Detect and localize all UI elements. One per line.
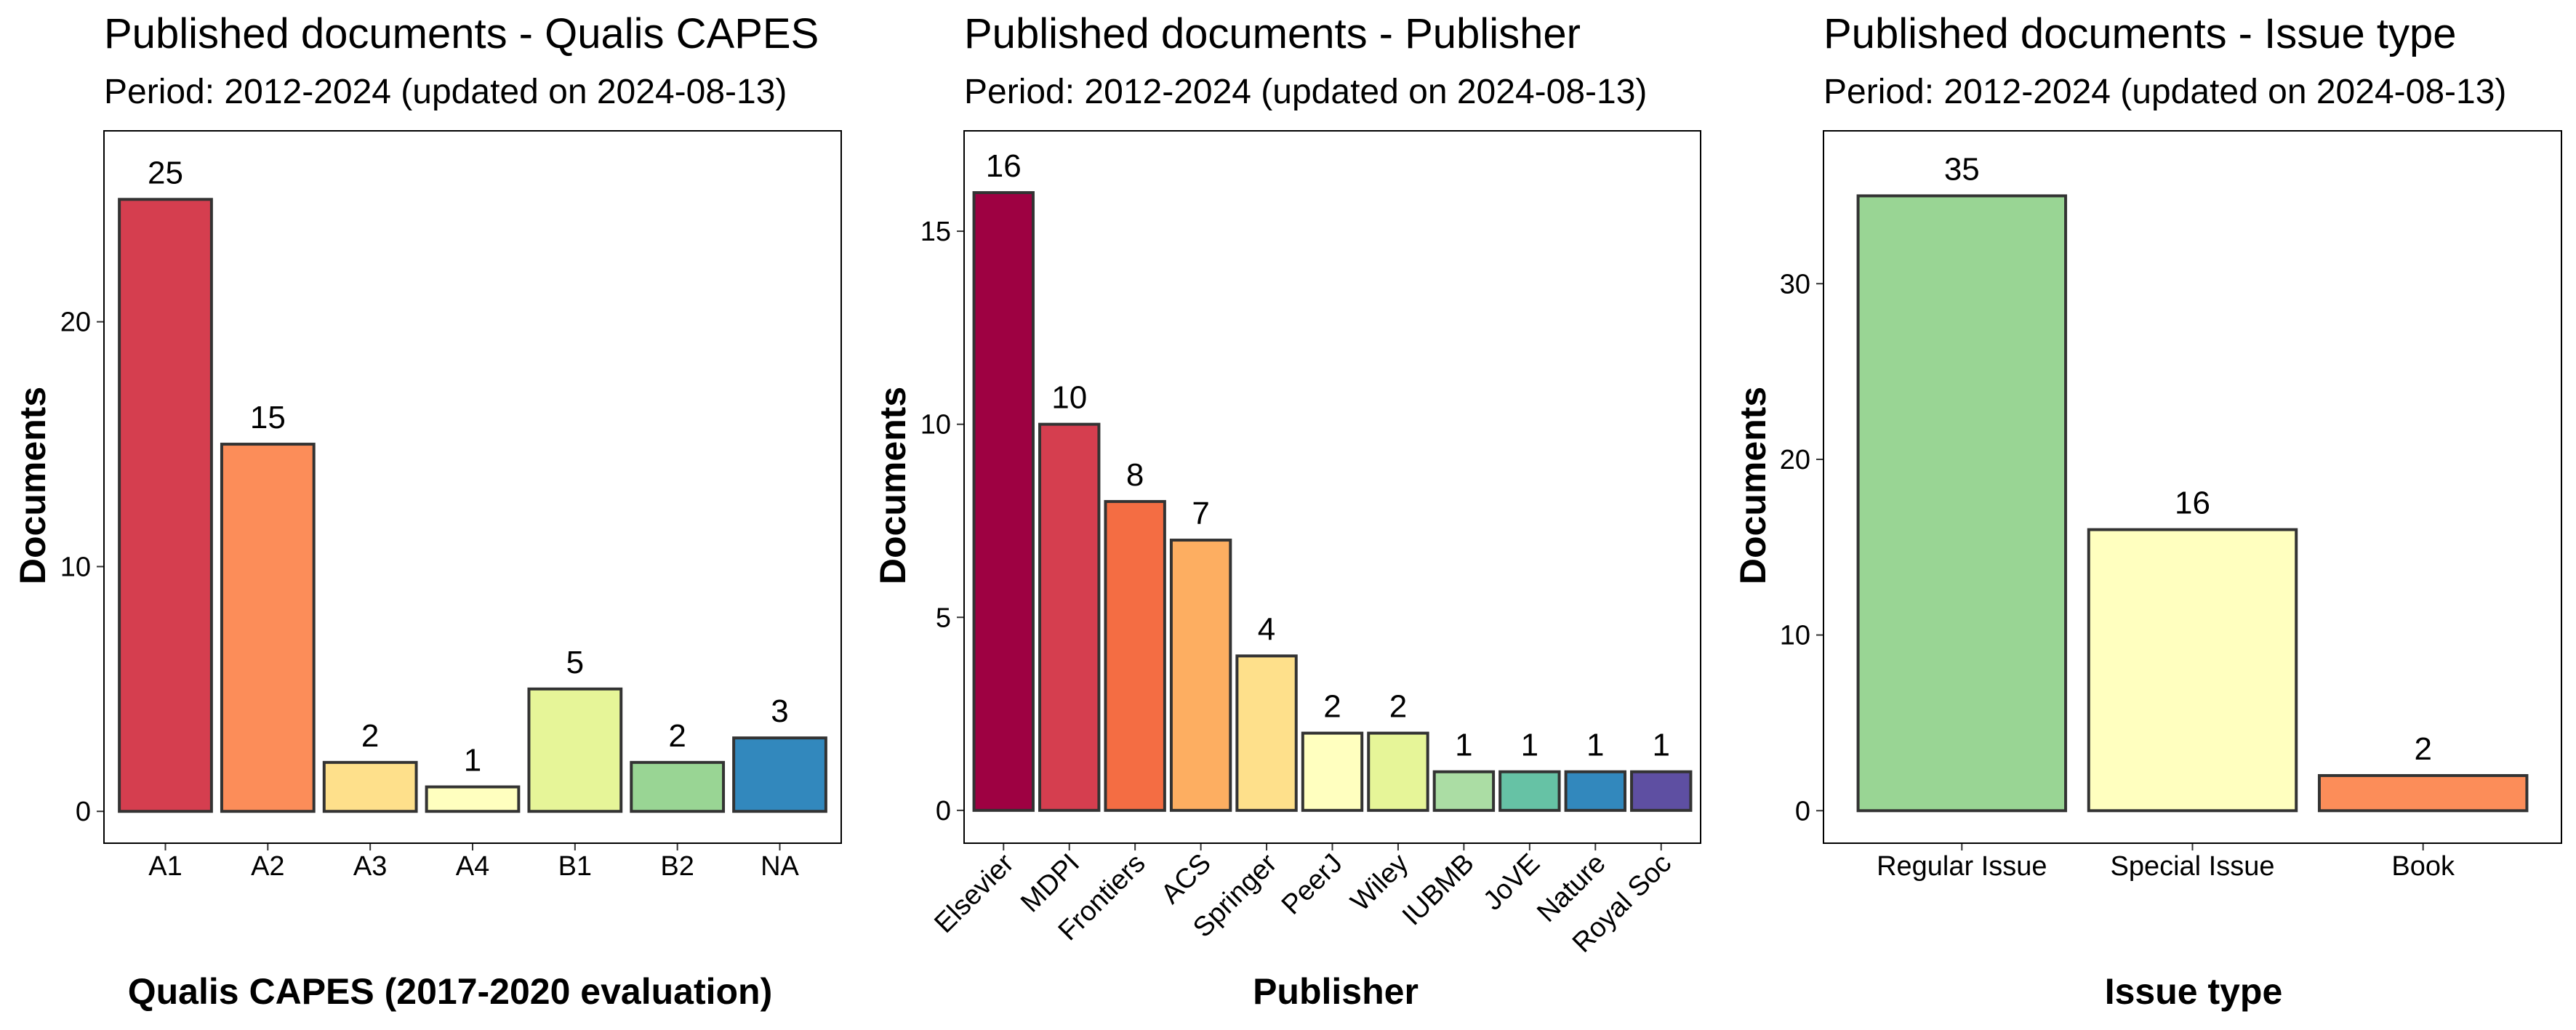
y-axis-title: Documents: [1733, 387, 1773, 584]
x-tick-label-a3: A3: [353, 851, 387, 882]
qualis-capes-chart: Published documents - Qualis CAPES Perio…: [12, 10, 842, 1012]
data-label-acs: 7: [1192, 496, 1209, 531]
bar-book: [2317, 773, 2529, 813]
plot-frame: [1823, 130, 2562, 844]
y-axis-title: Documents: [872, 387, 913, 584]
y-tick-label: 0: [936, 796, 951, 826]
data-label-elsevier: 16: [986, 148, 1022, 184]
x-tick-label-book: Book: [2391, 851, 2455, 882]
data-label-frontiers: 8: [1126, 457, 1144, 493]
x-tick-label-b1: B1: [558, 851, 592, 882]
y-tick-label: 5: [936, 603, 951, 633]
y-tick-label: 15: [920, 217, 951, 247]
data-label-na: 3: [771, 693, 788, 729]
data-label-a3: 2: [361, 718, 379, 754]
x-tick-label-a2: A2: [251, 851, 284, 882]
bar-na: [732, 736, 827, 813]
bar-regular-issue: [1856, 194, 2068, 813]
chart-title: Published documents - Issue type: [1823, 10, 2456, 57]
y-tick-label: 10: [920, 410, 951, 440]
bar-iubmb: [1432, 770, 1496, 812]
data-label-special-issue: 16: [2175, 486, 2210, 521]
data-label-royal-soc: 1: [1652, 728, 1669, 763]
bar-elsevier: [972, 190, 1035, 812]
bar-a3: [322, 760, 418, 813]
chart-subtitle: Period: 2012-2024 (updated on 2024-08-13…: [1823, 73, 2506, 111]
y-tick-label: 0: [1795, 796, 1810, 826]
data-label-book: 2: [2414, 731, 2431, 767]
x-tick-label-regular-issue: Regular Issue: [1877, 851, 2047, 882]
bar-special-issue: [2087, 528, 2298, 813]
x-tick-label-a4: A4: [456, 851, 489, 882]
chart-title: Published documents - Qualis CAPES: [104, 10, 819, 57]
plot-frame: [963, 130, 1701, 844]
x-tick-label-special-issue: Special Issue: [2110, 851, 2274, 882]
bar-nature: [1564, 770, 1626, 812]
bar-peerj: [1301, 731, 1364, 812]
data-label-springer: 4: [1258, 611, 1275, 647]
bar-b1: [527, 687, 623, 813]
y-tick-label: 30: [1780, 269, 1810, 299]
bar-frontiers: [1104, 499, 1166, 812]
data-label-nature: 1: [1586, 728, 1604, 763]
data-label-a1: 25: [148, 155, 183, 190]
data-label-peerj: 2: [1323, 689, 1341, 725]
bar-wiley: [1367, 731, 1429, 812]
y-axis-title: Documents: [12, 387, 53, 584]
x-axis-ticks: Regular Issue Special Issue Book: [1877, 843, 2455, 882]
bar-a2: [220, 443, 316, 813]
y-tick-label: 20: [60, 307, 91, 338]
x-tick-label-b2: B2: [660, 851, 694, 882]
bar-group: 16 10 8 7 4 2 2 1 1 1 1: [972, 148, 1693, 812]
data-label-b1: 5: [566, 645, 584, 680]
plot-frame: [103, 130, 842, 844]
bar-group: 35 16 2: [1856, 151, 2529, 813]
x-tick-label-a1: A1: [148, 851, 182, 882]
bar-royal-soc: [1630, 770, 1693, 812]
y-tick-label: 0: [76, 797, 91, 827]
x-axis-ticks: A1 A2 A3 A4 B1 B2 NA: [148, 843, 800, 882]
data-label-regular-issue: 35: [1944, 151, 1980, 187]
data-label-iubmb: 1: [1455, 728, 1472, 763]
y-axis-ticks: 0 10 20: [60, 307, 104, 827]
bar-b2: [630, 760, 726, 813]
bar-mdpi: [1038, 422, 1101, 812]
x-axis-title: Publisher: [1253, 971, 1419, 1012]
y-tick-label: 10: [1780, 621, 1810, 651]
data-label-jove: 1: [1521, 728, 1538, 763]
y-axis-ticks: 0 10 20 30: [1780, 269, 1823, 826]
bar-a4: [425, 785, 521, 813]
y-tick-label: 20: [1780, 445, 1810, 475]
y-tick-label: 10: [60, 552, 91, 582]
x-axis-title: Qualis CAPES (2017-2020 evaluation): [128, 971, 772, 1012]
bar-acs: [1169, 539, 1232, 812]
issue-type-chart: Published documents - Issue type Period:…: [1733, 10, 2562, 1012]
x-axis-title: Issue type: [2105, 971, 2283, 1012]
data-label-b2: 2: [668, 718, 686, 754]
chart-subtitle: Period: 2012-2024 (updated on 2024-08-13…: [964, 73, 1647, 111]
y-axis-ticks: 0 5 10 15: [920, 217, 964, 826]
x-tick-label-na: NA: [761, 851, 799, 882]
chart-subtitle: Period: 2012-2024 (updated on 2024-08-13…: [104, 73, 787, 111]
bar-springer: [1235, 654, 1298, 812]
data-label-a2: 15: [250, 400, 286, 435]
data-label-a4: 1: [464, 743, 481, 778]
data-label-wiley: 2: [1389, 689, 1407, 725]
chart-title: Published documents - Publisher: [964, 10, 1581, 57]
bar-a1: [118, 198, 213, 813]
bar-jove: [1498, 770, 1561, 812]
data-label-mdpi: 10: [1051, 380, 1087, 416]
